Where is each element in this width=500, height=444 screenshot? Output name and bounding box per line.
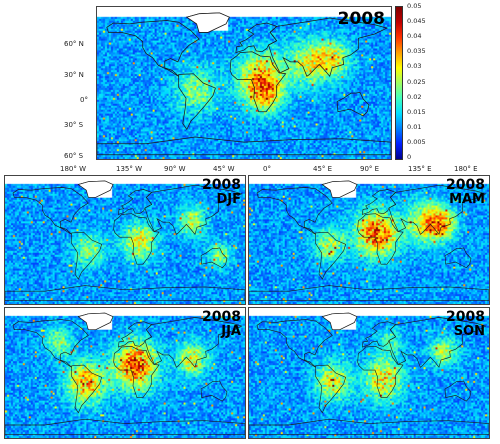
coastline [12,187,89,235]
coastline [315,364,347,414]
coastline [117,189,153,215]
coastline [144,317,243,368]
seasonal-map-mam-heatmap [249,176,489,304]
colorbar-label: 0.01 [407,122,422,131]
lat-tick-60s: 60° S [64,152,84,160]
greenland-mask [321,312,358,330]
coastline [361,321,397,348]
lon-tick: 45° E [313,165,333,173]
annual-map-heatmap [97,7,391,159]
lon-tick: 180° E [454,165,478,173]
seasonal-map-jja-label: JJA [221,324,241,339]
coastline [5,285,245,301]
coastline [5,418,245,435]
lon-tick: 135° W [116,165,143,173]
coastline [336,91,370,117]
coastline [444,247,472,269]
seasonal-map-son-year: 2008 [446,309,485,325]
coastline [235,22,278,54]
lon-tick: 90° W [164,165,186,173]
colorbar-label: 0.025 [407,77,426,86]
coastline [357,345,404,398]
colorbar-label: 0.05 [407,2,422,10]
greenland-mask [185,12,230,33]
greenland-mask [77,312,114,330]
lon-tick: 135° E [408,165,432,173]
coastline [200,380,228,402]
coastline [444,380,472,402]
seasonal-map-jja-coastlines [5,312,245,435]
coastline [106,20,200,77]
coastline [144,184,243,235]
coastline [117,321,153,348]
coastline [178,73,216,131]
colorbar [395,6,403,160]
annual-map-year: 2008 [337,9,385,29]
coastline [71,231,103,280]
lat-tick-0: 0° [80,96,88,104]
colorbar-label: 0.02 [407,92,422,101]
coastline [256,319,333,368]
coastline [113,345,160,398]
coastline [388,184,487,235]
lon-tick: 45° W [213,165,235,173]
lat-tick-30s: 30° S [64,121,84,129]
seasonal-map-djf-heatmap [5,176,245,304]
coastline [315,231,347,280]
seasonal-map-jja-year: 2008 [202,309,241,325]
seasonal-map-jja: 2008 JJA [4,307,246,439]
seasonal-map-jja-heatmap [5,308,245,438]
seasonal-map-mam-coastlines [249,180,489,301]
coastline [388,317,487,368]
seasonal-map-son-coastlines [249,312,489,435]
lat-tick-30n: 30° N [64,71,84,79]
colorbar-label: 0.005 [407,137,426,146]
lon-tick: 180° W [60,165,87,173]
seasonal-map-djf-year: 2008 [202,177,241,193]
colorbar-label: 0.03 [407,62,422,71]
coastline [268,17,388,78]
annual-map: 2008 [96,6,392,160]
lon-tick: 90° E [360,165,380,173]
seasonal-map-mam-label: MAM [449,192,485,207]
seasonal-map-djf-label: DJF [216,192,241,207]
coastline [12,319,89,368]
coastline [357,213,404,265]
seasonal-map-mam-year: 2008 [446,177,485,193]
coastline [71,364,103,414]
colorbar-label: 0.045 [407,17,426,26]
annual-map-coastlines [97,12,391,156]
coastline [113,213,160,265]
coastline [256,187,333,235]
colorbar-label: 0 [407,153,412,161]
seasonal-map-mam: 2008 MAM [248,175,490,305]
coastline [229,51,287,113]
coastline [200,247,228,269]
colorbar-label: 0.035 [407,47,426,56]
seasonal-map-son: 2008 SON [248,307,490,439]
seasonal-map-son-label: SON [453,324,485,339]
colorbar-label: 0.015 [407,107,426,116]
coastline [361,189,397,215]
greenland-mask [77,180,114,198]
lon-tick: 0° [263,165,271,173]
seasonal-map-son-heatmap [249,308,489,438]
greenland-mask [321,180,358,198]
seasonal-map-djf: 2008 DJF [4,175,246,305]
lat-tick-60n: 60° N [64,40,84,48]
colorbar-label: 0.04 [407,32,422,41]
coastline [97,136,391,156]
coastline [249,285,489,301]
coastline [249,418,489,435]
seasonal-map-djf-coastlines [5,180,245,301]
